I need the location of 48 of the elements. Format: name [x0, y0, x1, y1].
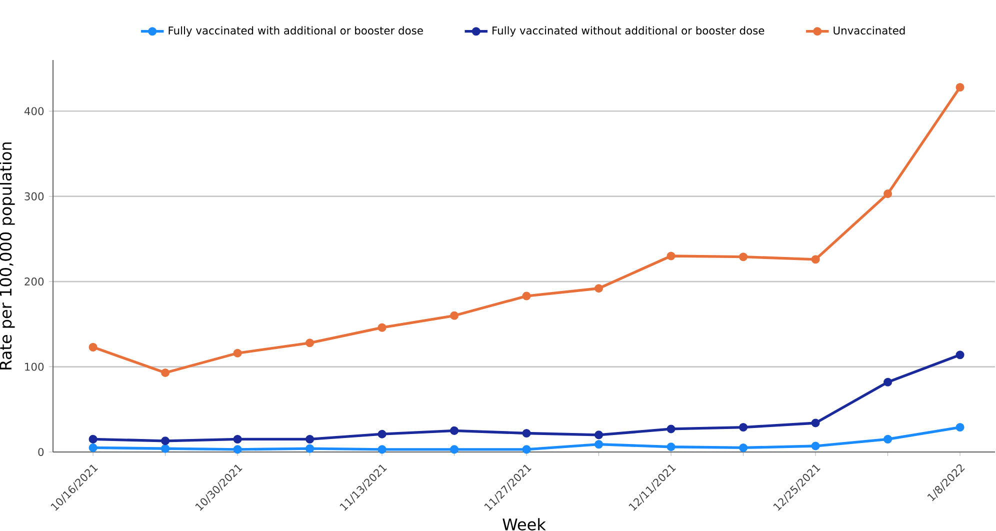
point	[522, 428, 531, 438]
y-tick-label: 400	[24, 107, 44, 116]
legend-label: Unvaccinated	[834, 26, 905, 35]
point	[811, 255, 820, 264]
point	[450, 311, 459, 320]
point	[306, 338, 314, 348]
point	[811, 442, 820, 450]
point	[450, 445, 459, 454]
point	[161, 368, 170, 378]
point	[739, 423, 748, 432]
point	[88, 443, 98, 452]
point	[884, 190, 892, 198]
point	[739, 443, 748, 452]
point	[306, 444, 314, 453]
point	[378, 430, 386, 438]
point	[522, 292, 531, 300]
point	[594, 440, 604, 449]
point	[666, 424, 676, 434]
point	[450, 426, 459, 435]
point	[522, 445, 531, 454]
point	[233, 445, 242, 454]
point	[233, 434, 242, 444]
point	[666, 442, 676, 452]
point	[306, 434, 314, 444]
point	[161, 436, 170, 446]
legend-label: Fully vaccinated with additional or booster dose	[168, 26, 423, 37]
point	[666, 252, 676, 260]
point	[378, 323, 386, 332]
point	[884, 378, 892, 386]
point	[88, 342, 98, 352]
point	[161, 444, 170, 453]
y-tick-label: 100	[25, 362, 44, 371]
point	[884, 434, 892, 444]
point	[88, 434, 98, 444]
point	[956, 423, 964, 432]
point	[594, 430, 604, 440]
x-axis-title: Week	[502, 518, 546, 530]
y-tick-label: 0	[38, 448, 44, 456]
point	[378, 445, 386, 454]
point	[594, 284, 604, 293]
y-tick-label: 300	[24, 192, 44, 200]
y-tick-label: 200	[24, 278, 44, 286]
legend-label: Fully vaccinated without additional or booster dose	[492, 26, 764, 37]
point	[739, 252, 748, 262]
point	[233, 348, 242, 358]
point	[956, 350, 964, 360]
point	[811, 418, 820, 428]
point	[956, 82, 964, 92]
